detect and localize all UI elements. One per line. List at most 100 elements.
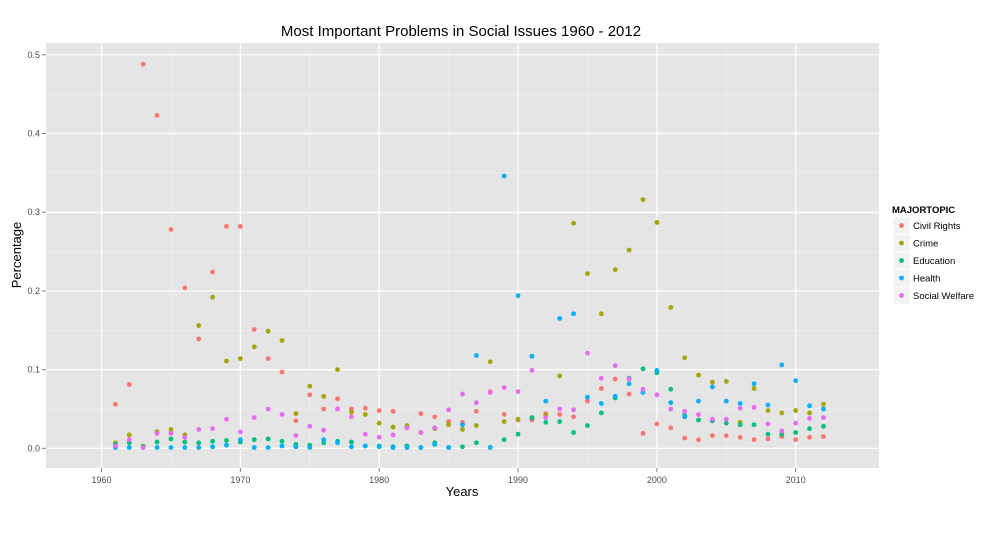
data-point: [710, 379, 715, 385]
data-point: [501, 385, 507, 391]
data-point: [501, 419, 507, 424]
x-tick-label: 1970: [230, 475, 250, 485]
data-point: [807, 426, 812, 432]
x-tick-label: 1990: [508, 475, 528, 485]
data-point: [196, 336, 202, 342]
data-point: [237, 429, 243, 435]
data-point: [598, 410, 604, 416]
data-point: [376, 434, 382, 440]
data-point: [557, 419, 563, 424]
plot-panel: [46, 43, 879, 468]
data-point: [168, 427, 174, 432]
data-point: [668, 406, 674, 412]
legend-marker: [899, 275, 904, 281]
data-point: [543, 419, 549, 425]
legend: MAJORTOPIC Civil Rights Crime Education Hea…: [892, 205, 974, 305]
data-point: [376, 408, 382, 413]
data-point: [362, 443, 368, 449]
data-point: [723, 398, 729, 404]
data-point: [293, 444, 299, 450]
data-point: [515, 416, 521, 422]
data-points: [113, 61, 826, 450]
x-axis-title: Years: [446, 484, 479, 499]
data-point: [640, 386, 646, 392]
data-point: [598, 401, 604, 406]
data-point: [154, 113, 160, 118]
data-point: [224, 442, 229, 448]
data-point: [265, 328, 271, 334]
y-axis-title: Percentage: [9, 222, 24, 289]
data-point: [307, 392, 313, 398]
data-point: [807, 410, 812, 416]
data-point: [418, 411, 424, 417]
legend-marker: [899, 293, 904, 298]
data-point: [432, 425, 438, 431]
data-point: [557, 406, 563, 412]
data-point: [737, 422, 743, 428]
data-point: [154, 430, 160, 436]
data-point: [473, 408, 479, 414]
data-point: [668, 425, 674, 431]
legend-label: Civil Rights: [913, 221, 961, 232]
data-point: [751, 381, 757, 387]
data-point: [473, 353, 479, 358]
data-point: [307, 423, 313, 429]
data-point: [626, 376, 632, 382]
data-point: [224, 358, 229, 364]
data-point: [682, 414, 688, 420]
data-point: [460, 391, 465, 397]
data-point: [362, 431, 368, 437]
data-point: [126, 432, 132, 438]
data-point: [460, 444, 465, 450]
data-point: [418, 430, 424, 435]
data-point: [585, 394, 590, 400]
data-point: [807, 416, 812, 421]
data-point: [404, 425, 410, 431]
data-point: [265, 356, 271, 362]
data-point: [376, 444, 382, 450]
data-point: [418, 445, 424, 450]
data-point: [265, 436, 271, 442]
data-point: [293, 411, 299, 417]
data-point: [821, 401, 826, 407]
data-point: [126, 437, 132, 443]
data-point: [154, 445, 160, 450]
y-tick-label: 0.5: [27, 50, 40, 60]
data-point: [751, 422, 757, 428]
data-point: [321, 437, 327, 443]
data-point: [668, 386, 674, 392]
y-tick-label: 0.1: [27, 365, 40, 375]
data-point: [737, 405, 743, 411]
data-point: [501, 437, 507, 443]
data-point: [723, 420, 729, 426]
x-tick-label: 2010: [786, 475, 806, 485]
data-point: [779, 362, 785, 368]
data-point: [626, 381, 632, 387]
data-point: [612, 393, 618, 399]
data-point: [710, 416, 715, 422]
data-point: [585, 423, 590, 428]
data-point: [168, 227, 174, 232]
data-point: [737, 434, 743, 440]
data-point: [279, 412, 285, 417]
data-point: [793, 430, 799, 435]
data-point: [168, 436, 174, 442]
data-point: [571, 220, 576, 226]
data-point: [515, 389, 521, 395]
legend-item: Crime: [892, 234, 938, 252]
data-point: [765, 421, 771, 427]
data-point: [585, 350, 590, 356]
data-point: [251, 415, 257, 421]
y-axis: 0.0 0.1 0.2 0.3 0.4 0.5: [27, 50, 46, 453]
data-point: [446, 422, 452, 428]
data-point: [710, 384, 715, 390]
data-point: [598, 386, 604, 391]
data-point: [765, 408, 771, 413]
data-point: [460, 427, 465, 432]
data-point: [654, 392, 660, 398]
data-point: [210, 426, 216, 432]
data-point: [640, 430, 646, 436]
legend-item: Health: [892, 269, 940, 287]
data-point: [598, 311, 604, 317]
